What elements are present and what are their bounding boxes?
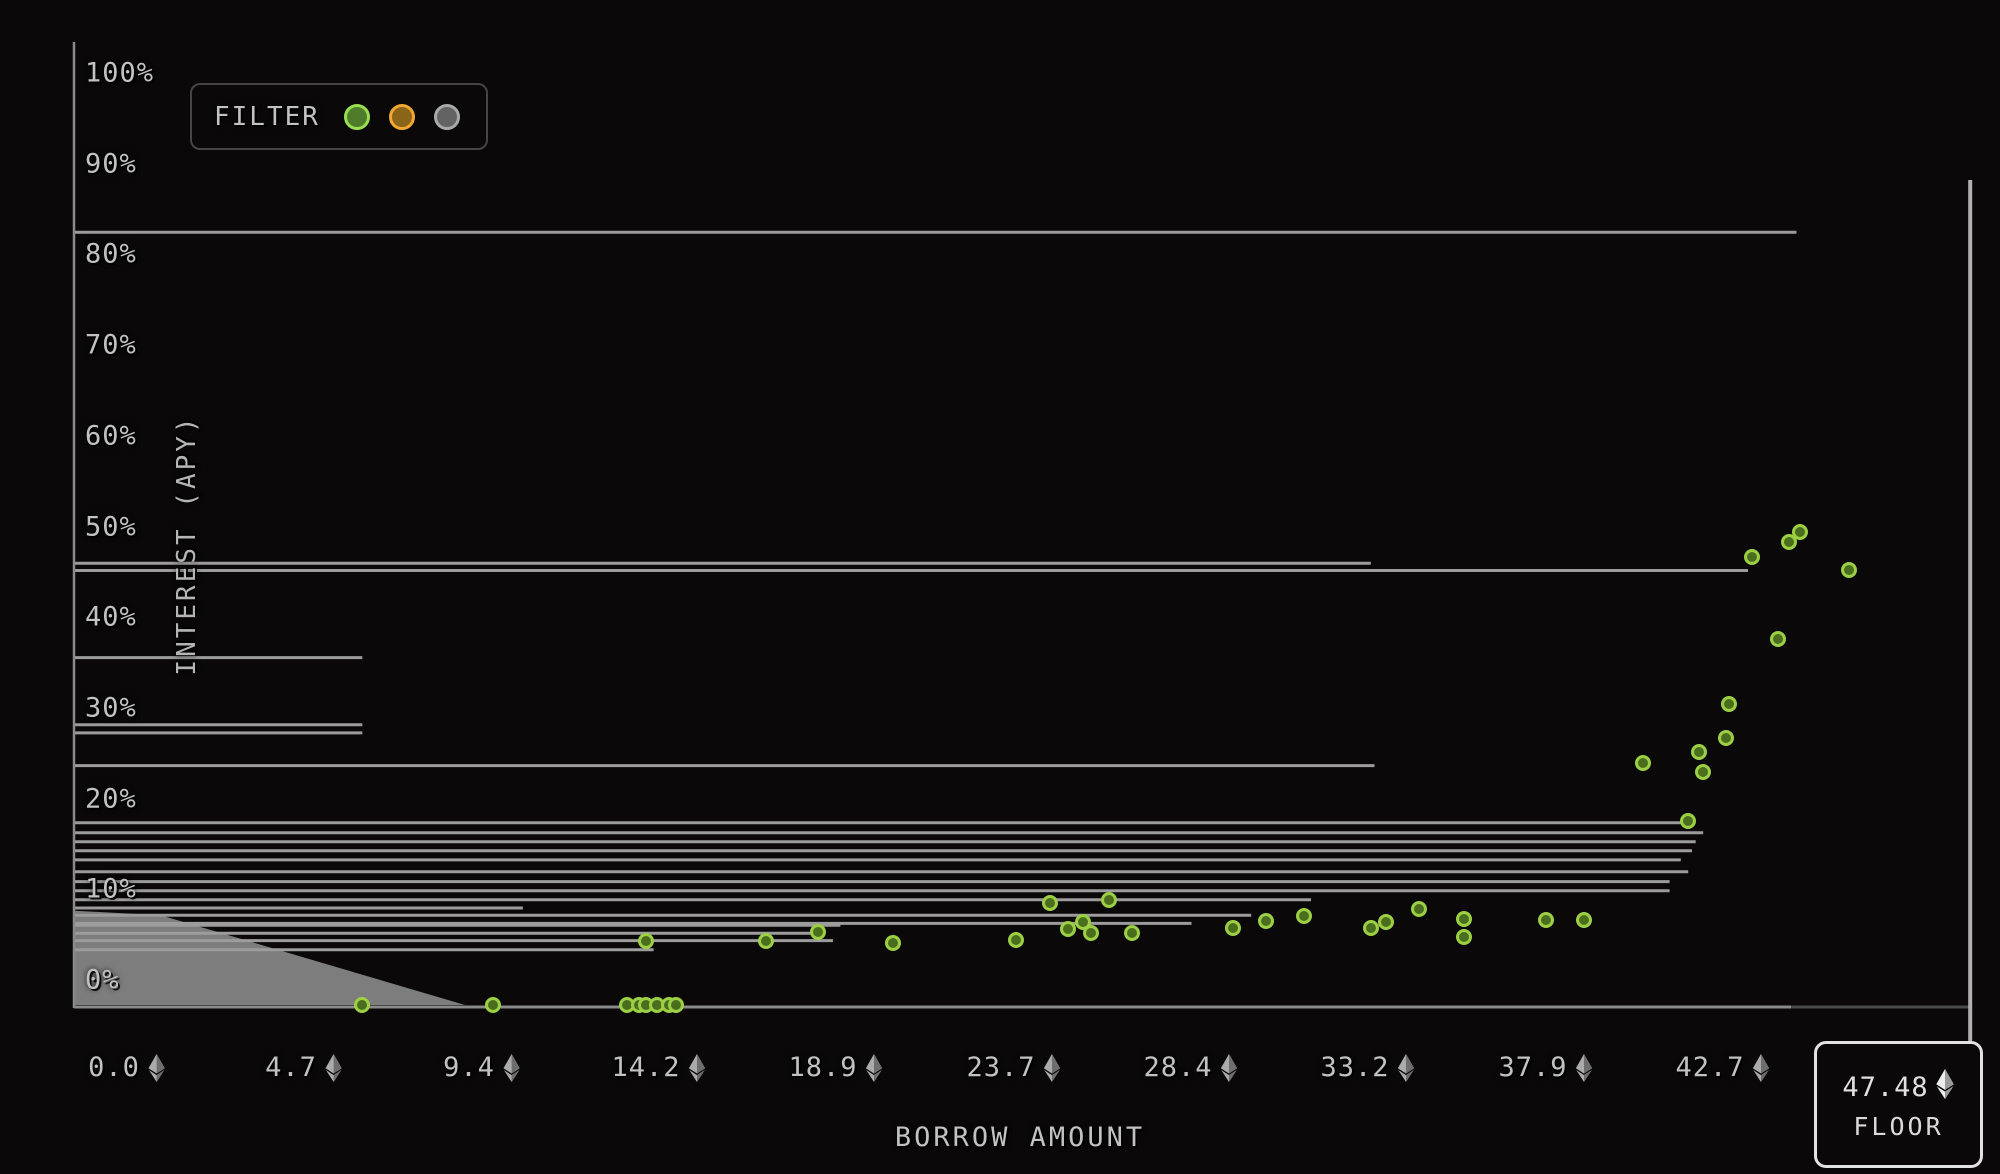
x-tick-37.9: 37.9 bbox=[1498, 1052, 1593, 1083]
data-point[interactable] bbox=[1792, 524, 1808, 540]
y-tick-label: 70% bbox=[85, 329, 137, 361]
data-point[interactable] bbox=[1008, 932, 1024, 948]
data-point[interactable] bbox=[1721, 696, 1737, 712]
data-point[interactable] bbox=[1781, 534, 1797, 550]
data-point[interactable] bbox=[1635, 755, 1651, 771]
eth-icon bbox=[1397, 1053, 1415, 1082]
data-point[interactable] bbox=[1363, 920, 1379, 936]
eth-icon bbox=[1575, 1053, 1593, 1082]
eth-icon bbox=[503, 1053, 520, 1082]
floor-text: FLOOR bbox=[1853, 1111, 1944, 1141]
data-point[interactable] bbox=[1225, 920, 1241, 936]
eth-icon bbox=[1752, 1053, 1770, 1082]
data-point[interactable] bbox=[1770, 631, 1786, 647]
data-point[interactable] bbox=[1378, 914, 1394, 930]
data-point[interactable] bbox=[1456, 911, 1472, 927]
x-tick-33.2: 33.2 bbox=[1320, 1052, 1415, 1083]
data-point[interactable] bbox=[1258, 913, 1274, 929]
eth-icon bbox=[865, 1053, 883, 1082]
floor-indicator: 47.48 FLOOR bbox=[1814, 1041, 1983, 1168]
data-point[interactable] bbox=[668, 997, 684, 1013]
data-point[interactable] bbox=[1060, 921, 1076, 937]
eth-icon bbox=[1043, 1053, 1061, 1082]
data-point[interactable] bbox=[758, 933, 774, 949]
x-tick-4.7: 4.7 bbox=[265, 1052, 343, 1083]
eth-icon bbox=[1935, 1068, 1955, 1106]
data-point[interactable] bbox=[1101, 892, 1117, 908]
x-tick-14.2: 14.2 bbox=[611, 1052, 706, 1083]
eth-icon bbox=[688, 1053, 706, 1082]
filter-chips bbox=[343, 103, 460, 130]
y-tick-label: 50% bbox=[85, 511, 137, 543]
data-point[interactable] bbox=[885, 935, 901, 951]
y-tick-label: 30% bbox=[85, 692, 137, 724]
y-tick-label: 10% bbox=[85, 873, 137, 905]
data-point[interactable] bbox=[1083, 925, 1099, 941]
orange-filter[interactable] bbox=[388, 103, 415, 130]
data-point[interactable] bbox=[1718, 730, 1734, 746]
x-tick-0.0: 0.0 bbox=[88, 1052, 166, 1083]
x-tick-42.7: 42.7 bbox=[1675, 1052, 1770, 1083]
data-point[interactable] bbox=[485, 997, 501, 1013]
x-tick-23.7: 23.7 bbox=[966, 1052, 1061, 1083]
data-point[interactable] bbox=[1042, 895, 1058, 911]
gray-filter[interactable] bbox=[433, 103, 460, 130]
eth-icon bbox=[148, 1053, 165, 1082]
floor-value: 47.48 bbox=[1842, 1071, 1929, 1103]
green-filter[interactable] bbox=[343, 103, 370, 130]
data-point[interactable] bbox=[1744, 549, 1760, 565]
filter-label: FILTER bbox=[214, 101, 320, 132]
y-tick-label: 90% bbox=[85, 148, 137, 180]
x-tick-28.4: 28.4 bbox=[1143, 1052, 1238, 1083]
data-point[interactable] bbox=[810, 924, 826, 940]
y-tick-label: 40% bbox=[85, 601, 137, 633]
y-tick-label: 0% bbox=[85, 964, 120, 996]
data-point[interactable] bbox=[638, 933, 654, 949]
y-tick-label: 20% bbox=[85, 783, 137, 815]
data-point[interactable] bbox=[1456, 929, 1472, 945]
data-point[interactable] bbox=[1680, 813, 1696, 829]
y-tick-label: 60% bbox=[85, 420, 137, 452]
x-tick-18.9: 18.9 bbox=[788, 1052, 883, 1083]
data-point[interactable] bbox=[1691, 744, 1707, 760]
x-axis-title: BORROW AMOUNT bbox=[894, 1122, 1146, 1153]
y-tick-label: 80% bbox=[85, 238, 137, 270]
data-point[interactable] bbox=[354, 997, 370, 1013]
y-tick-label: 100% bbox=[85, 57, 155, 89]
data-point[interactable] bbox=[1695, 764, 1711, 780]
x-tick-9.4: 9.4 bbox=[443, 1052, 521, 1083]
data-point[interactable] bbox=[1576, 912, 1592, 928]
y-axis-title: INTEREST (APY) bbox=[172, 414, 202, 676]
data-point[interactable] bbox=[1411, 901, 1427, 917]
data-point[interactable] bbox=[1296, 908, 1312, 924]
eth-icon bbox=[1220, 1053, 1238, 1082]
filter-legend: FILTER bbox=[190, 83, 488, 150]
data-point[interactable] bbox=[1841, 562, 1857, 578]
data-point[interactable] bbox=[1124, 925, 1140, 941]
eth-icon bbox=[1935, 1068, 1954, 1099]
eth-icon bbox=[325, 1053, 342, 1082]
data-point[interactable] bbox=[1538, 912, 1554, 928]
